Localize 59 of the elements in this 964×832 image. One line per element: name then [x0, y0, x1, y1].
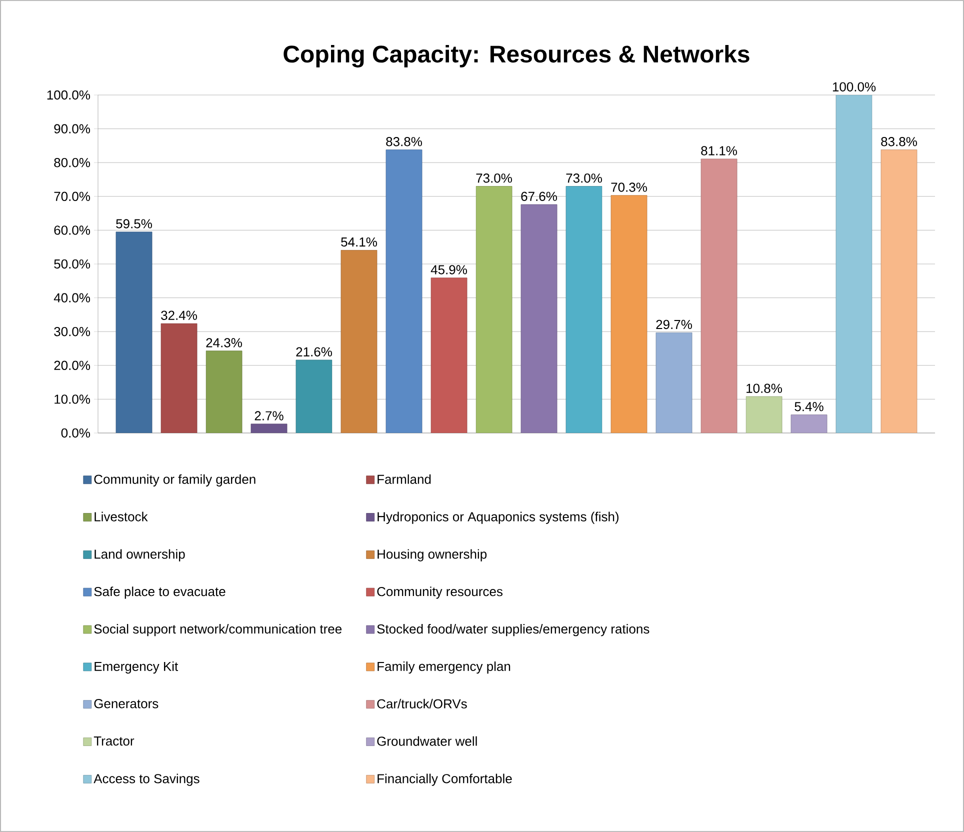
legend-label: Family emergency plan	[378, 661, 510, 674]
data-label: 70.3%	[611, 182, 647, 192]
data-label: 81.1%	[701, 146, 737, 156]
data-label: 32.4%	[161, 310, 197, 320]
legend-label: Community resources	[377, 586, 503, 599]
y-tick-label: 0.0%	[61, 428, 90, 438]
legend-label: Access to Savings	[94, 774, 200, 786]
bar	[566, 186, 602, 433]
legend-label: Social support network/communication tree	[94, 624, 342, 636]
y-tick-label: 20.0%	[54, 360, 90, 370]
data-label: 5.4%	[794, 402, 824, 412]
data-label: 24.3%	[206, 338, 242, 348]
legend-label: Car/truck/ORVs	[377, 698, 467, 708]
y-tick-label: 30.0%	[54, 326, 90, 336]
data-label: 100.0%	[832, 82, 876, 92]
legend-label: Livestock	[94, 512, 148, 522]
bar	[610, 195, 648, 433]
data-label: 73.0%	[566, 174, 602, 183]
legend-label: Safe place to evacuate	[94, 586, 226, 599]
data-label: 29.7%	[656, 320, 692, 330]
legend-label: Land ownership	[94, 549, 185, 562]
y-tick-label: 60.0%	[54, 226, 90, 235]
bar	[700, 158, 738, 433]
legend-label: Financially Comfortable	[378, 774, 512, 786]
data-label: 83.8%	[386, 137, 422, 146]
bar	[430, 278, 468, 433]
data-label: 83.8%	[881, 137, 917, 146]
data-label: 2.7%	[254, 411, 284, 420]
bar	[296, 360, 332, 433]
legend-label: Farmland	[378, 474, 431, 484]
data-label: 54.1%	[341, 237, 377, 247]
y-tick-label: 80.0%	[54, 158, 90, 168]
data-label: 45.9%	[430, 265, 467, 274]
y-tick-label: 40.0%	[54, 293, 90, 302]
y-tick-label: 50.0%	[54, 259, 90, 269]
chart-title: Coping Capacity: Resources & Networks	[284, 44, 750, 68]
bar	[836, 94, 872, 433]
legend-label: Generators	[94, 699, 158, 708]
data-label: 10.8%	[746, 384, 782, 393]
legend-label: Emergency Kit	[94, 661, 178, 674]
y-tick-label: 90.0%	[54, 124, 90, 134]
data-label: 67.6%	[521, 192, 557, 201]
data-label: 73.0%	[476, 174, 512, 183]
y-tick-label: 100.0%	[47, 90, 90, 100]
legend-label: Community or family garden	[94, 474, 256, 486]
bar	[656, 332, 692, 433]
bar	[206, 350, 242, 433]
data-label: 21.6%	[296, 347, 332, 356]
y-tick-label: 70.0%	[54, 192, 90, 201]
bar	[476, 186, 512, 433]
legend-label: Hydroponics or Aquaponics systems (fish)	[378, 512, 618, 524]
legend-label: Housing ownership	[378, 549, 487, 562]
legend-label: Groundwater well	[377, 736, 477, 746]
y-tick-label: 10.0%	[54, 394, 90, 404]
legend-label: Stocked food/water supplies/emergency rations	[377, 624, 650, 636]
bar	[160, 323, 198, 433]
data-label: 59.5%	[116, 219, 152, 228]
legend-label: Tractor	[94, 736, 134, 746]
bar	[340, 250, 378, 433]
